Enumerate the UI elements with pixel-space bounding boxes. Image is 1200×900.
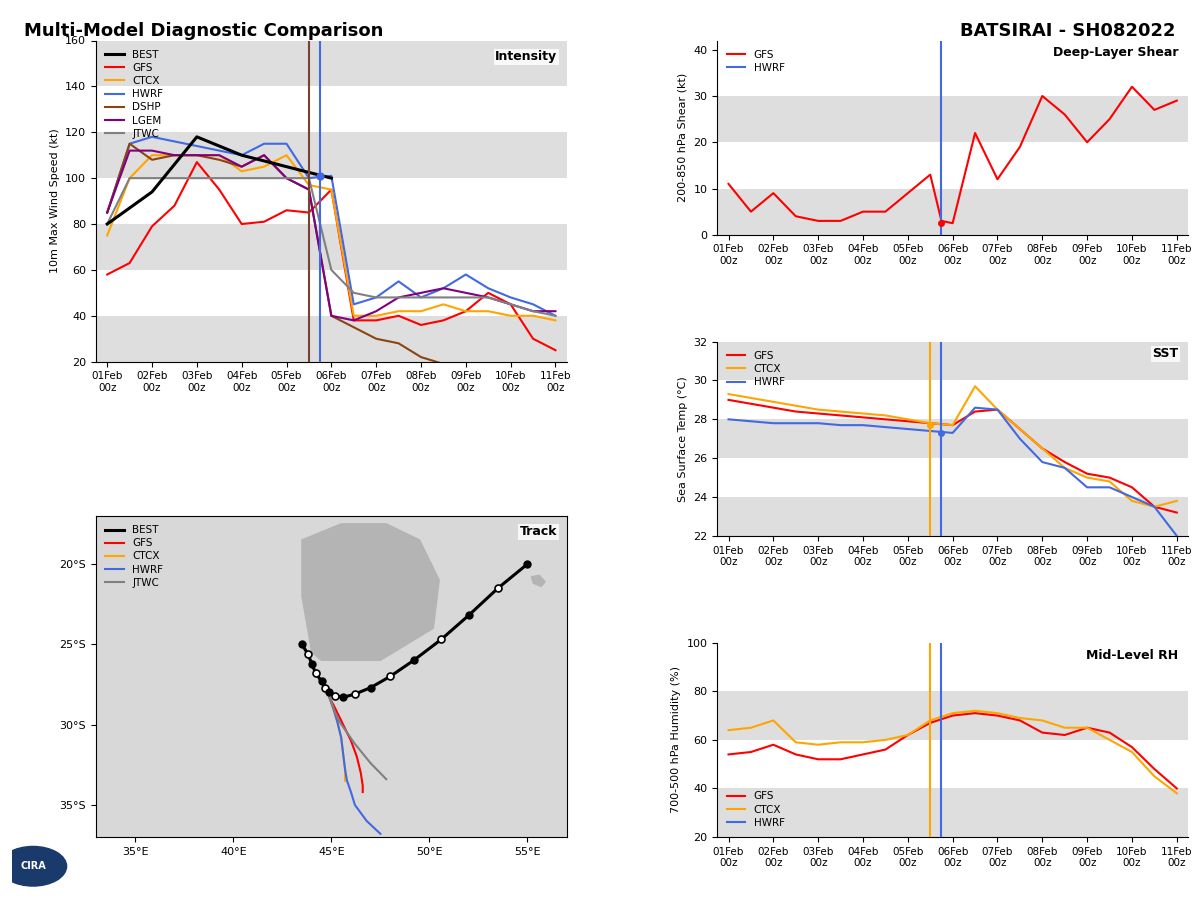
Y-axis label: 200-850 hPa Shear (kt): 200-850 hPa Shear (kt): [678, 73, 688, 203]
Polygon shape: [302, 524, 439, 661]
Text: Mid-Level RH: Mid-Level RH: [1086, 649, 1178, 662]
Text: Track: Track: [520, 526, 557, 538]
Y-axis label: 10m Max Wind Speed (kt): 10m Max Wind Speed (kt): [49, 129, 60, 274]
Bar: [718, 497, 1188, 536]
Bar: [96, 316, 566, 362]
Bar: [96, 132, 566, 178]
Text: Deep-Layer Shear: Deep-Layer Shear: [1054, 46, 1178, 59]
Legend: BEST, GFS, CTCX, HWRF, DSHP, LGEM, JTWC: BEST, GFS, CTCX, HWRF, DSHP, LGEM, JTWC: [101, 46, 168, 143]
Text: BATSIRAI - SH082022: BATSIRAI - SH082022: [960, 22, 1176, 40]
Polygon shape: [532, 575, 545, 587]
Text: CIRA: CIRA: [20, 861, 46, 871]
Legend: BEST, GFS, CTCX, HWRF, JTWC: BEST, GFS, CTCX, HWRF, JTWC: [101, 521, 168, 592]
Y-axis label: 700-500 hPa Humidity (%): 700-500 hPa Humidity (%): [671, 666, 682, 814]
Bar: [96, 224, 566, 270]
Text: SST: SST: [1152, 347, 1178, 360]
Bar: [718, 691, 1188, 740]
Y-axis label: Sea Surface Temp (°C): Sea Surface Temp (°C): [678, 376, 688, 501]
Polygon shape: [374, 580, 383, 588]
Circle shape: [0, 846, 67, 886]
Bar: [718, 419, 1188, 458]
Legend: GFS, HWRF: GFS, HWRF: [722, 46, 788, 77]
Legend: GFS, CTCX, HWRF: GFS, CTCX, HWRF: [722, 788, 788, 832]
Text: Intensity: Intensity: [496, 50, 557, 63]
Bar: [718, 342, 1188, 381]
Legend: GFS, CTCX, HWRF: GFS, CTCX, HWRF: [722, 346, 788, 392]
Bar: [718, 788, 1188, 837]
Text: Multi-Model Diagnostic Comparison: Multi-Model Diagnostic Comparison: [24, 22, 383, 40]
Bar: [96, 40, 566, 86]
Bar: [718, 188, 1188, 235]
Bar: [718, 96, 1188, 142]
